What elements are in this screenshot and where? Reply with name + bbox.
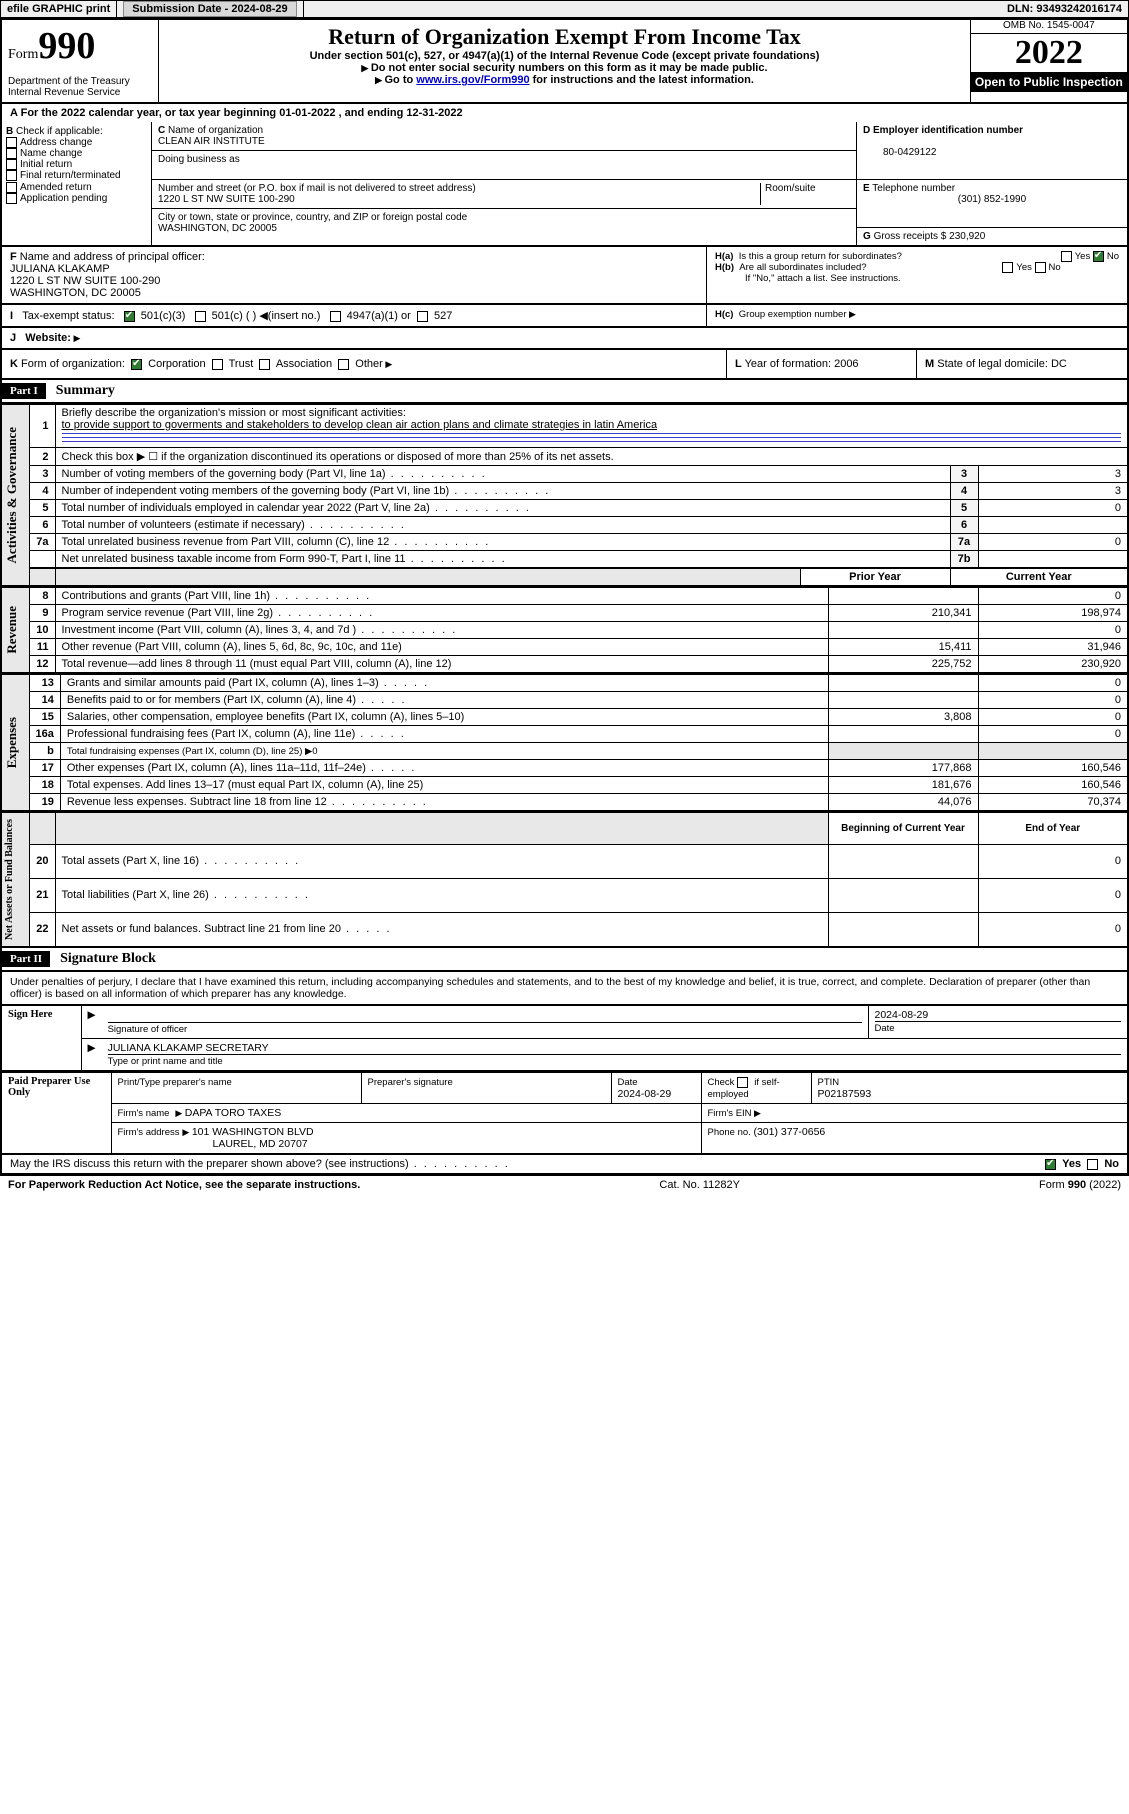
officer-name: JULIANA KLAKAMP <box>10 263 110 275</box>
form-title: Return of Organization Exempt From Incom… <box>165 24 963 50</box>
vert-rev: Revenue <box>2 600 22 660</box>
part2-header: Part II Signature Block <box>0 948 1129 972</box>
col-d-ein: D Employer identification number 80-0429… <box>857 122 1127 245</box>
gross-receipts: 230,920 <box>949 231 985 242</box>
omb-number: OMB No. 1545-0047 <box>971 20 1127 34</box>
part1-header: Part I Summary <box>0 380 1129 404</box>
org-street: 1220 L ST NW SUITE 100-290 <box>158 194 295 205</box>
tax-year-line: A For the 2022 calendar year, or tax yea… <box>0 104 1129 122</box>
part1-table: Activities & Governance 1 Briefly descri… <box>0 404 1129 587</box>
tax-year: 2022 <box>971 34 1127 72</box>
section-j: J Website: <box>0 328 1129 350</box>
mission-text: to provide support to goverments and sta… <box>62 419 658 431</box>
col-b-checkboxes: B Check if applicable: Address change Na… <box>2 122 152 245</box>
preparer-phone: (301) 377-0656 <box>753 1126 825 1138</box>
instr-ssn: Do not enter social security numbers on … <box>165 62 963 74</box>
section-i: I Tax-exempt status: 501(c)(3) 501(c) ( … <box>0 305 1129 328</box>
section-fh: F Name and address of principal officer:… <box>0 247 1129 305</box>
vert-exp: Expenses <box>2 711 22 774</box>
vert-ag: Activities & Governance <box>2 421 22 569</box>
col-c-org: C Name of organization CLEAN AIR INSTITU… <box>152 122 857 245</box>
page-footer: For Paperwork Reduction Act Notice, see … <box>0 1175 1129 1194</box>
sign-here-label: Sign Here <box>1 1005 81 1071</box>
officer-signature-name: JULIANA KLAKAMP SECRETARY <box>108 1042 269 1054</box>
irs-link[interactable]: www.irs.gov/Form990 <box>416 74 529 86</box>
perjury-declaration: Under penalties of perjury, I declare th… <box>0 972 1129 1004</box>
irs-label: Internal Revenue Service <box>8 87 120 98</box>
ptin: P02187593 <box>818 1088 872 1100</box>
form-subtitle: Under section 501(c), 527, or 4947(a)(1)… <box>165 50 963 62</box>
may-discuss: May the IRS discuss this return with the… <box>0 1155 1129 1175</box>
org-name: CLEAN AIR INSTITUTE <box>158 136 265 147</box>
section-bcdeg: B Check if applicable: Address change Na… <box>0 122 1129 247</box>
part1-netassets: Net Assets or Fund Balances Beginning of… <box>0 812 1129 948</box>
open-to-public: Open to Public Inspection <box>971 72 1127 92</box>
vert-na: Net Assets or Fund Balances <box>2 813 17 946</box>
form-header: Form990 Return of Organization Exempt Fr… <box>0 18 1129 104</box>
org-city: WASHINGTON, DC 20005 <box>158 223 277 234</box>
efile-topbar: efile GRAPHIC print Submission Date - 20… <box>0 0 1129 18</box>
form-990-label: Form990 <box>8 24 152 68</box>
part1-expenses: Expenses 13Grants and similar amounts pa… <box>0 674 1129 812</box>
firm-name: DAPA TORO TAXES <box>185 1107 281 1119</box>
part1-revenue: Revenue 8Contributions and grants (Part … <box>0 587 1129 674</box>
dln: DLN: 93493242016174 <box>1001 1 1128 17</box>
instr-link: Go to www.irs.gov/Form990 for instructio… <box>165 74 963 86</box>
paid-preparer-label: Paid Preparer Use Only <box>1 1072 111 1154</box>
section-klm: K Form of organization: Corporation Trus… <box>0 350 1129 380</box>
efile-label: efile GRAPHIC print <box>1 1 117 17</box>
treasury-dept: Department of the Treasury <box>8 76 130 87</box>
submission-date-btn[interactable]: Submission Date - 2024-08-29 <box>123 1 296 17</box>
ein: 80-0429122 <box>863 147 936 158</box>
paid-preparer-table: Paid Preparer Use Only Print/Type prepar… <box>0 1072 1129 1155</box>
telephone: (301) 852-1990 <box>863 194 1121 205</box>
submission-date: Submission Date - 2024-08-29 <box>117 1 303 17</box>
sign-here-table: Sign Here ▶ Signature of officer 2024-08… <box>0 1004 1129 1072</box>
